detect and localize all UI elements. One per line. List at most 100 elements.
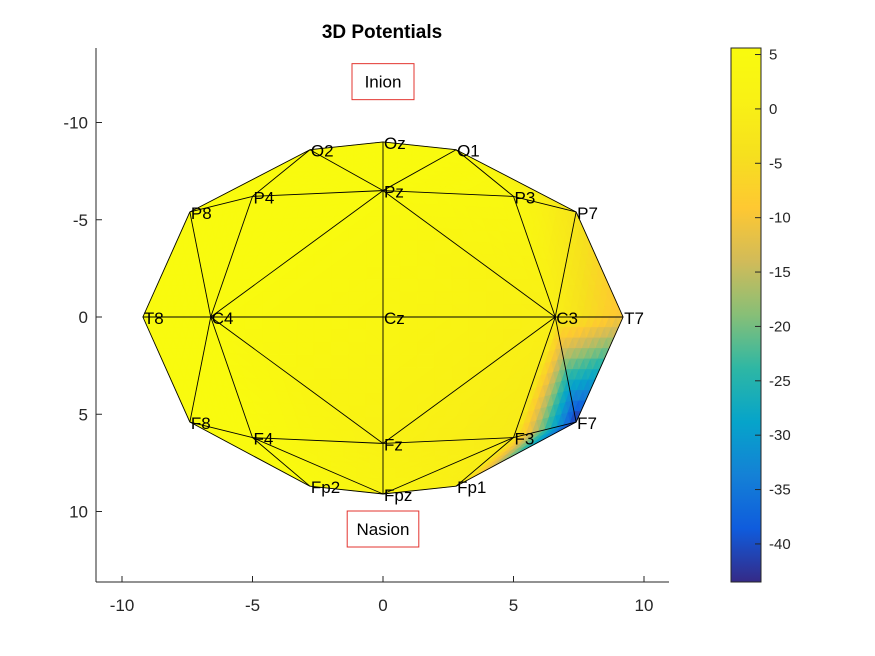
electrode-label: Cz bbox=[384, 309, 405, 328]
mesh-edge bbox=[513, 316, 556, 438]
mesh-edge bbox=[309, 149, 384, 191]
x-tick-label: 10 bbox=[635, 596, 654, 615]
mesh-edge bbox=[554, 316, 577, 423]
colorbar-tick-label: -30 bbox=[769, 427, 791, 444]
mesh-edge bbox=[189, 421, 253, 439]
mesh-edge bbox=[513, 195, 577, 213]
x-tick-label: 0 bbox=[378, 596, 387, 615]
mesh-edge bbox=[382, 485, 457, 495]
colorbar-tick-label: 0 bbox=[769, 101, 777, 118]
mesh-edge bbox=[189, 421, 311, 487]
mesh-edge bbox=[382, 149, 457, 191]
colorbar-tick-label: -15 bbox=[769, 264, 791, 281]
mesh-edge bbox=[210, 316, 253, 438]
axes: -10 -5 0 5 10 -10 -5 0 5 10 bbox=[63, 48, 669, 615]
electrode-label: F8 bbox=[191, 414, 211, 433]
mesh-edge bbox=[252, 190, 384, 197]
x-tick-label: -10 bbox=[110, 596, 135, 615]
electrode-labels: Oz O1 O2 Pz P3 P4 P7 P8 Cz C3 C4 T7 T8 Fz F3 F4 F7 F8 Fpz F… bbox=[144, 134, 644, 505]
x-tick-label: 5 bbox=[509, 596, 518, 615]
y-ticks: -10 -5 0 5 10 bbox=[63, 114, 102, 522]
mesh-edge bbox=[252, 437, 384, 495]
mesh-edge bbox=[455, 149, 514, 197]
y-tick-label: 10 bbox=[69, 503, 88, 522]
electrode-label: P8 bbox=[191, 204, 212, 223]
mesh-edge bbox=[382, 190, 556, 318]
annotation-text: Nasion bbox=[357, 520, 410, 539]
mesh-edge bbox=[189, 316, 212, 423]
mesh-edge bbox=[575, 211, 624, 318]
colorbar-tick-label: -20 bbox=[769, 318, 791, 335]
colorbar-fill bbox=[730, 47, 762, 583]
mesh-edge bbox=[382, 141, 457, 151]
mesh-edge bbox=[210, 190, 384, 318]
y-tick-label: 0 bbox=[79, 308, 88, 327]
mesh-edge bbox=[382, 316, 556, 444]
colorbar-tick-label: -35 bbox=[769, 482, 791, 499]
mesh-edge bbox=[575, 316, 624, 423]
x-tick-label: -5 bbox=[245, 596, 260, 615]
mesh-edge bbox=[309, 485, 384, 495]
colorbar-tick-label: -10 bbox=[769, 210, 791, 227]
mesh-edge bbox=[189, 195, 253, 213]
electrode-label: C4 bbox=[212, 309, 234, 328]
mesh-edge bbox=[455, 437, 514, 487]
electrode-label: Pz bbox=[384, 183, 404, 202]
electrode-label: F3 bbox=[515, 430, 535, 449]
annotation-text: Inion bbox=[365, 73, 402, 92]
electrode-label: P3 bbox=[515, 188, 536, 207]
electrode-label: F7 bbox=[577, 414, 597, 433]
mesh-edge bbox=[513, 421, 577, 439]
colorbar-tick-label: -25 bbox=[769, 373, 791, 390]
electrode-label: T7 bbox=[624, 309, 644, 328]
electrode-label: P7 bbox=[577, 204, 598, 223]
y-tick-label: 5 bbox=[79, 405, 88, 424]
mesh-edge bbox=[252, 437, 384, 444]
mesh-edge bbox=[513, 196, 556, 318]
electrode-label: T8 bbox=[144, 309, 164, 328]
x-ticks: -10 -5 0 5 10 bbox=[110, 576, 654, 615]
mesh-edge bbox=[252, 149, 311, 197]
mesh-edge bbox=[210, 196, 253, 318]
electrode-mesh bbox=[142, 141, 624, 495]
mesh-edge bbox=[309, 141, 384, 151]
electrode-label: P4 bbox=[254, 188, 275, 207]
annotations: Inion Nasion bbox=[346, 63, 420, 548]
mesh-edge bbox=[455, 149, 577, 213]
electrode-label: O1 bbox=[457, 142, 480, 161]
mesh-edge bbox=[252, 437, 311, 487]
electrode-label: Fp2 bbox=[311, 478, 340, 497]
mesh-edge bbox=[142, 211, 191, 318]
annotation-box bbox=[351, 63, 415, 101]
mesh-edge bbox=[382, 437, 514, 444]
electrode-label: Fpz bbox=[384, 486, 412, 505]
colorbar-tick-label: 5 bbox=[769, 47, 777, 64]
colorbar-tick-label: -5 bbox=[769, 155, 782, 172]
mesh-edge bbox=[210, 316, 384, 444]
chart-title: 3D Potentials bbox=[322, 22, 442, 43]
y-tick-label: -10 bbox=[63, 114, 88, 133]
electrode-label: O2 bbox=[311, 142, 334, 161]
annotation-nasion: Nasion bbox=[346, 510, 420, 548]
mesh-edge bbox=[189, 149, 311, 213]
mesh-edge bbox=[382, 437, 514, 495]
electrode-label: C3 bbox=[556, 309, 578, 328]
plot-area: Oz O1 O2 Pz P3 P4 P7 P8 Cz C3 C4 T7 T8 Fz F3 F4 F7 F8 Fpz F… bbox=[142, 134, 644, 505]
mesh-edge bbox=[455, 421, 577, 487]
electrode-label: Oz bbox=[384, 134, 406, 153]
annotation-inion: Inion bbox=[351, 63, 415, 101]
electrode-label: Fp1 bbox=[457, 478, 486, 497]
colorbar-tick-label: -40 bbox=[769, 536, 791, 553]
mesh-edge bbox=[142, 316, 191, 423]
y-tick-label: -5 bbox=[73, 211, 88, 230]
colorbar-ticks: 5 0 -5 -10 -15 -20 -25 -30 -35 -40 bbox=[755, 47, 791, 553]
colorbar: 5 0 -5 -10 -15 -20 -25 -30 -35 -40 bbox=[730, 47, 791, 583]
electrode-label: F4 bbox=[254, 430, 274, 449]
mesh-edge bbox=[554, 211, 577, 318]
mesh-edge bbox=[382, 190, 514, 197]
annotation-box bbox=[346, 510, 420, 548]
electrode-label: Fz bbox=[384, 435, 403, 454]
potential-surface bbox=[142, 141, 624, 495]
mesh-edge bbox=[189, 211, 212, 318]
